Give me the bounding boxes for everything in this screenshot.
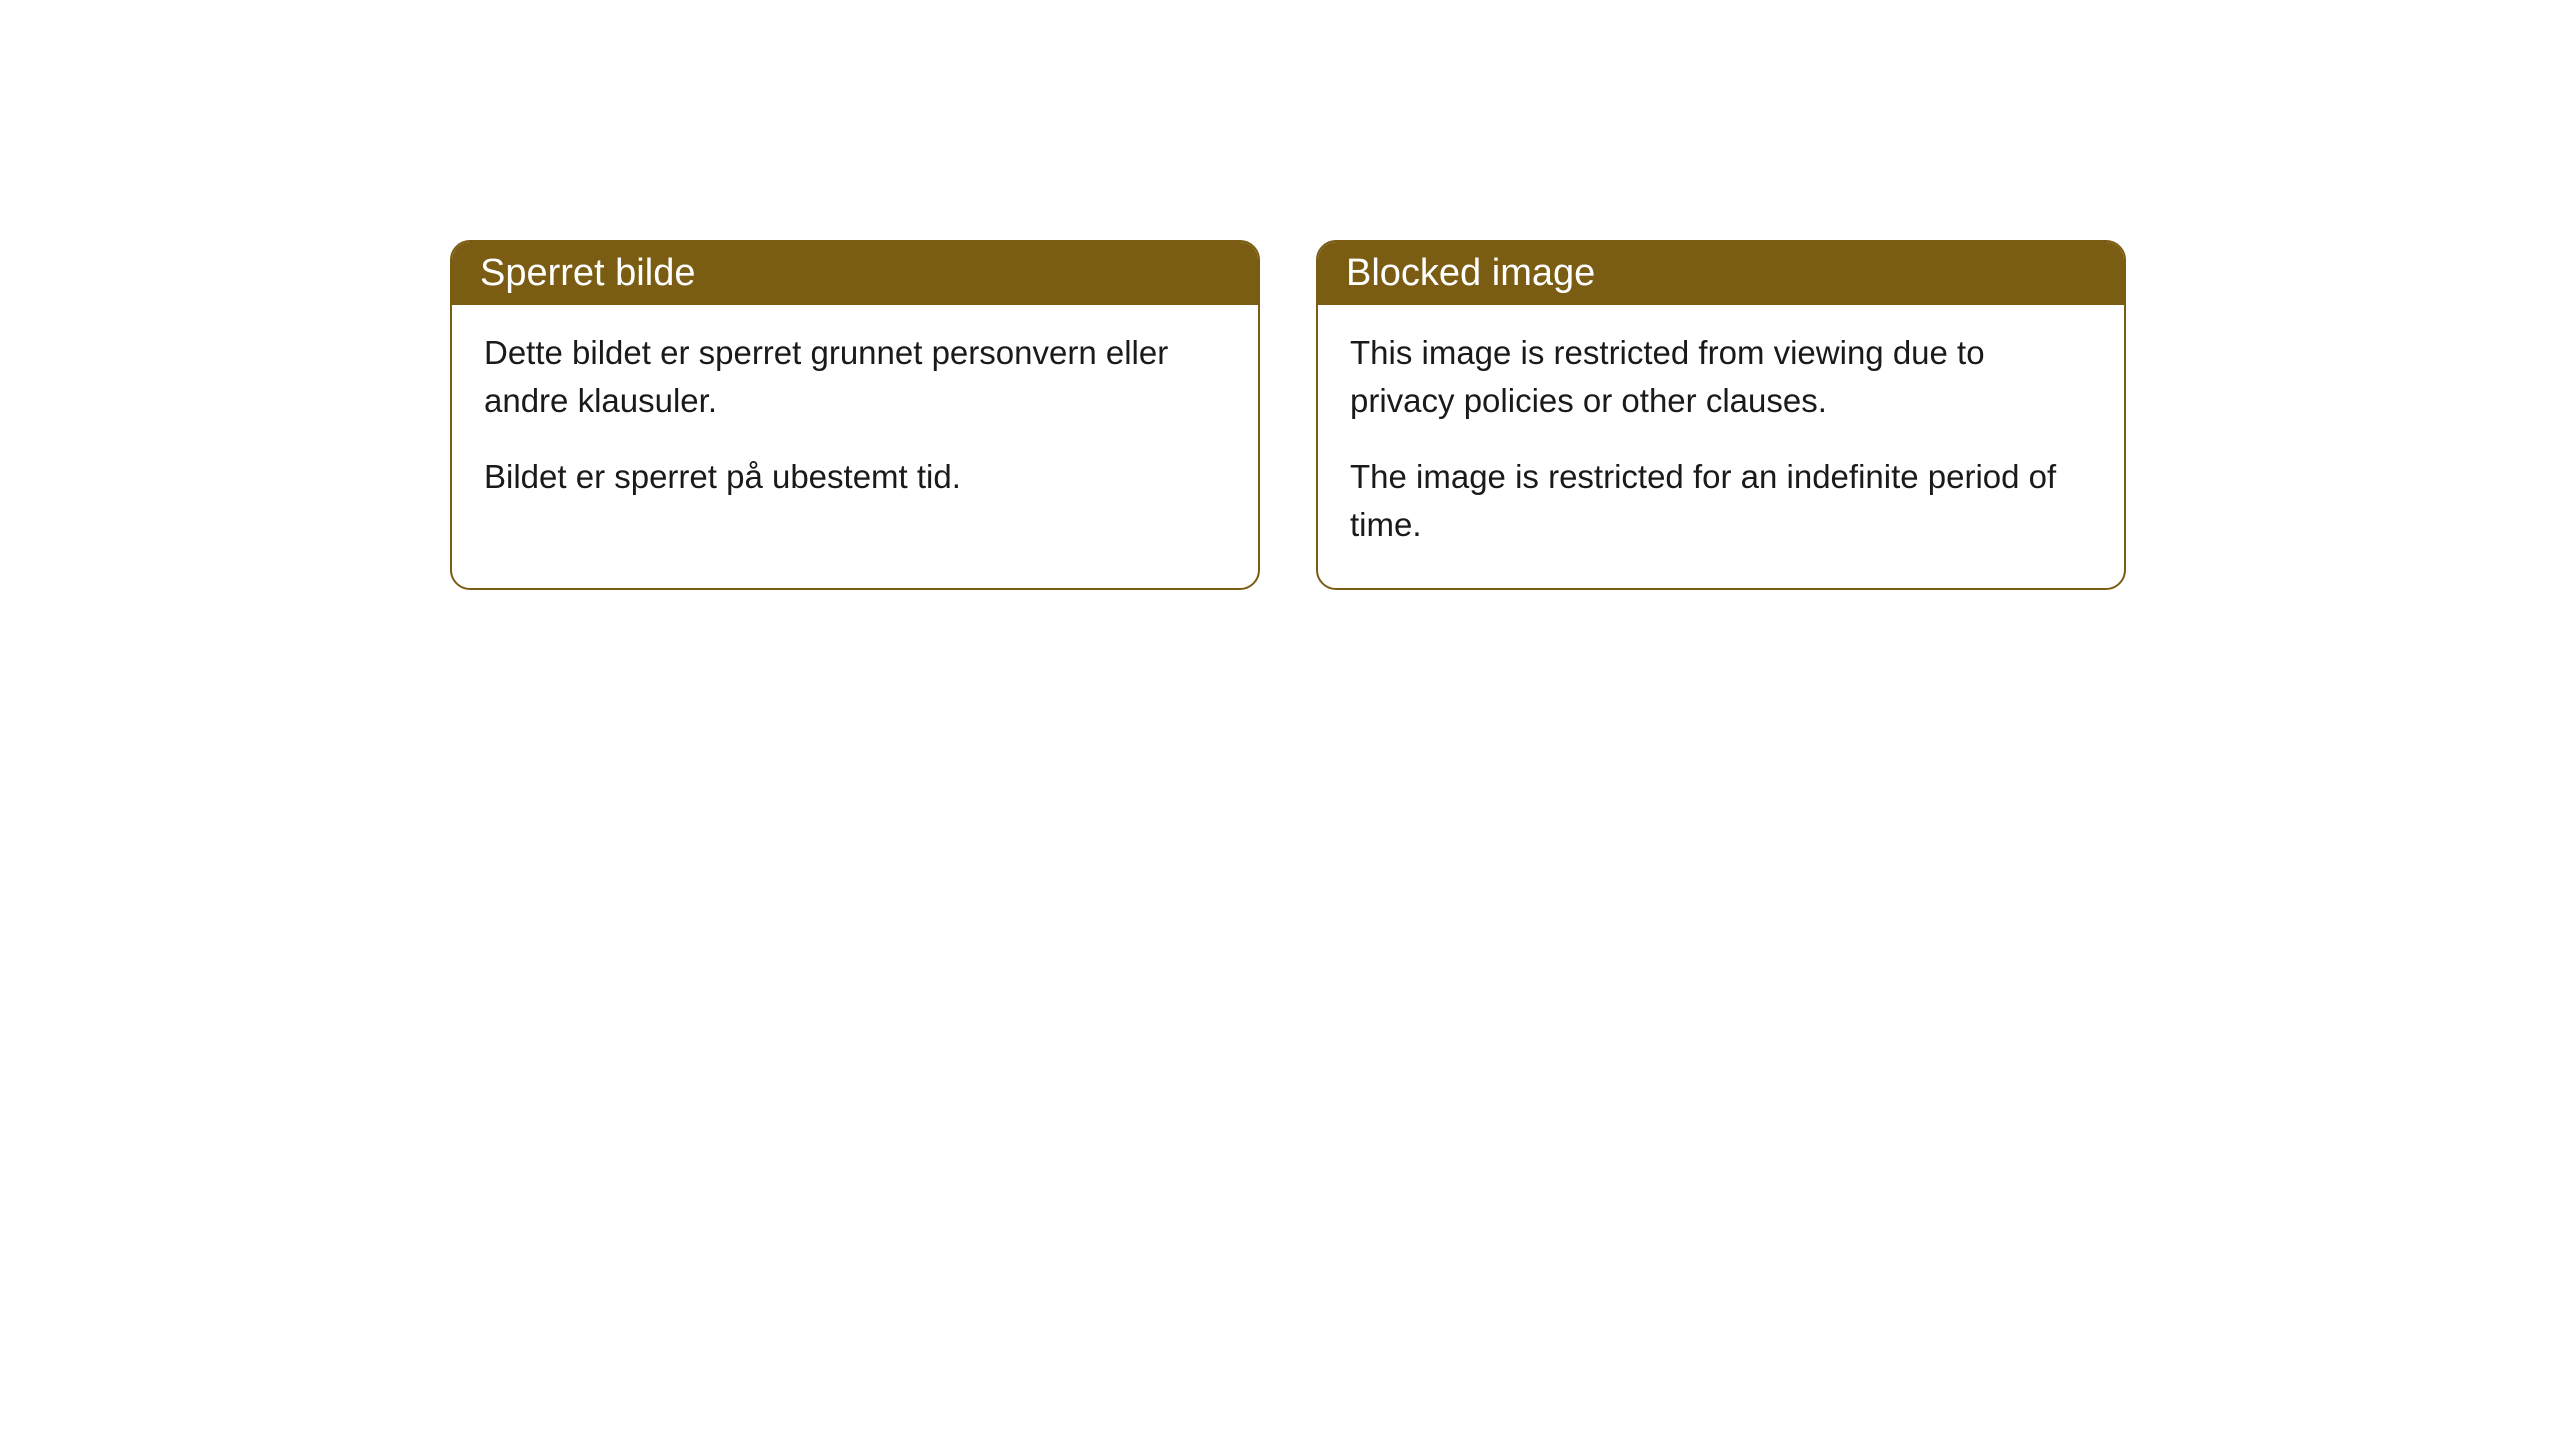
card-title: Sperret bilde [480,252,695,294]
notice-card-english: Blocked image This image is restricted f… [1316,240,2126,590]
card-header-english: Blocked image [1318,242,2124,305]
card-title: Blocked image [1346,252,1595,294]
card-paragraph: This image is restricted from viewing du… [1350,329,2092,425]
card-paragraph: Bildet er sperret på ubestemt tid. [484,453,1226,501]
card-paragraph: Dette bildet er sperret grunnet personve… [484,329,1226,425]
card-body-norwegian: Dette bildet er sperret grunnet personve… [452,305,1258,541]
notice-card-norwegian: Sperret bilde Dette bildet er sperret gr… [450,240,1260,590]
notice-cards-container: Sperret bilde Dette bildet er sperret gr… [450,240,2126,590]
card-body-english: This image is restricted from viewing du… [1318,305,2124,588]
card-paragraph: The image is restricted for an indefinit… [1350,453,2092,549]
card-header-norwegian: Sperret bilde [452,242,1258,305]
